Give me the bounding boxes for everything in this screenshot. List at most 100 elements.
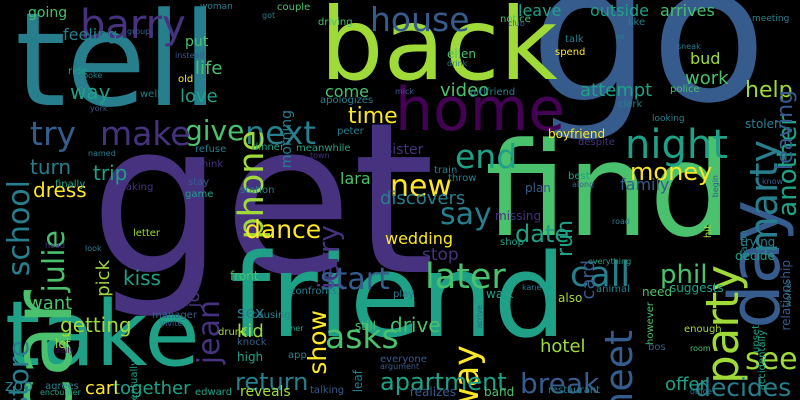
word-instead: instead	[175, 51, 205, 60]
word-break: break	[520, 367, 600, 400]
word-worker: worker	[784, 280, 793, 308]
word-hotel: hotel	[540, 336, 586, 357]
word-attempt: attempt	[580, 80, 653, 101]
word-know: know	[762, 177, 784, 186]
word-kane: kane	[522, 283, 542, 292]
word-trying: trying	[740, 235, 776, 249]
word-group: group	[127, 27, 151, 36]
word-missing: missing	[495, 209, 542, 223]
word-restaurant: restaurant	[548, 385, 601, 396]
word-return: return	[235, 368, 309, 396]
word-new: new	[390, 169, 453, 204]
word-animal: animal	[596, 284, 630, 295]
word-taking: taking	[122, 182, 154, 193]
word-best: best	[568, 171, 590, 182]
word-ride: ride	[68, 66, 88, 77]
word-notice: notice	[500, 14, 531, 25]
word-band: band	[484, 385, 515, 399]
word-life: life	[195, 58, 223, 79]
word-trip: trip	[93, 161, 128, 185]
word-enough: enough	[684, 324, 722, 335]
word-take: take	[5, 282, 200, 387]
word-home: home	[395, 75, 566, 145]
word-edward: edward	[195, 387, 233, 398]
word-game: game	[185, 189, 214, 200]
word-start: start	[320, 262, 390, 297]
word-driving: driving	[318, 17, 353, 28]
word-kid: kid	[237, 321, 264, 342]
word-reveals: reveals	[240, 384, 291, 400]
word-letter: letter	[133, 228, 161, 239]
word-decides: decides	[695, 373, 792, 400]
word-office: office	[690, 387, 712, 396]
word-high: high	[237, 350, 264, 364]
word-sneak: sneak	[677, 42, 701, 51]
word-give: give	[185, 114, 245, 147]
word-together: together	[113, 378, 191, 399]
word-job: job	[183, 280, 204, 308]
word-barry: barry	[80, 2, 186, 48]
word-encounter: encounter	[40, 388, 81, 397]
word-suggests: suggests	[670, 281, 724, 295]
word-also: also	[558, 291, 583, 305]
word-see: see	[745, 342, 798, 377]
word-however: however	[645, 302, 656, 345]
word-pick: pick	[93, 260, 114, 297]
word-call: call	[570, 255, 631, 295]
word-apartment: apartment	[380, 368, 507, 396]
word-night: night	[625, 122, 728, 168]
word-offer: offer	[665, 374, 707, 395]
word-argument: argument	[380, 362, 420, 371]
word-store2: zoo	[5, 376, 33, 395]
word-phil: phil	[660, 260, 708, 290]
word-say: say	[440, 197, 492, 232]
word-lara: lara	[340, 169, 371, 188]
word-room: room	[690, 344, 711, 353]
word-leaf: leaf	[351, 370, 365, 393]
word-talking: talking	[310, 385, 345, 396]
word-everyone: everyone	[380, 354, 427, 365]
word-talk: talk	[565, 34, 584, 45]
word-peter: peter	[337, 126, 364, 137]
word-along: along	[572, 180, 595, 189]
word-end: end	[455, 137, 518, 176]
word-arrives: arrives	[660, 1, 715, 20]
word-train: train	[434, 165, 458, 176]
word-aaron: aaron	[739, 230, 750, 259]
word-dinner: dinner	[252, 142, 285, 153]
word-everything: everything	[588, 257, 632, 266]
word-go: go	[530, 0, 767, 145]
word-ellen: ellen	[447, 47, 477, 61]
word-kiss: kiss	[123, 266, 161, 290]
word-let: let	[55, 337, 71, 351]
word-throw: throw	[448, 173, 477, 184]
word-wedding: wedding	[385, 229, 453, 248]
word-spend: spend	[555, 47, 586, 58]
word-shop: shop	[500, 237, 525, 248]
word-still: still	[355, 319, 376, 333]
word-despite: despite	[578, 137, 615, 148]
word-knock: knock	[237, 337, 267, 348]
word-morning: morning	[279, 110, 295, 169]
word-house: house	[370, 0, 470, 39]
word-old: old	[178, 74, 194, 85]
word-money: money	[630, 158, 713, 186]
word-work: work	[685, 68, 729, 89]
word-outside: outside	[590, 1, 649, 20]
word-make: make	[100, 114, 191, 153]
word-try: try	[30, 114, 77, 153]
word-run: run	[553, 220, 578, 257]
word-realizes: realizes	[410, 385, 457, 399]
word-drink: drink	[447, 59, 468, 68]
word-accidentally: accidentally	[757, 330, 768, 391]
word-drunk: drunk	[218, 327, 247, 338]
word-later: later	[425, 257, 506, 297]
word-finally: finally	[55, 179, 86, 190]
word-back: back	[320, 0, 558, 103]
word-agrees: agrees	[45, 381, 79, 392]
word-daily: daily	[55, 346, 75, 355]
word-eventually: eventually	[129, 360, 140, 400]
word-think: think	[198, 159, 224, 170]
word-got: got	[262, 11, 276, 20]
word-getting: getting	[60, 313, 132, 337]
